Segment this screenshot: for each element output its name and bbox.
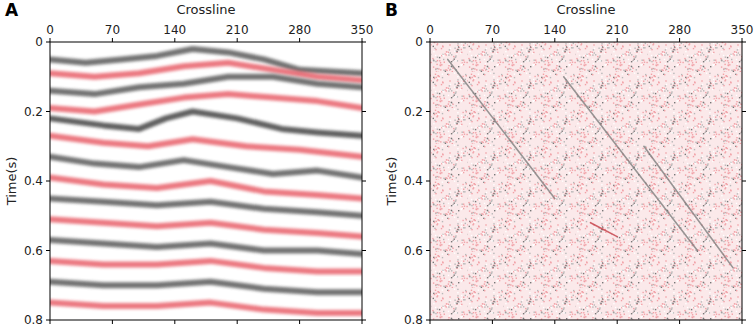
x-tick (237, 320, 238, 324)
y-tick (362, 42, 366, 43)
y-tick-label: 0.8 (404, 313, 423, 327)
seismic-event (50, 157, 362, 178)
x-tick-label: 350 (731, 23, 754, 37)
y-tick-label: 0.8 (24, 313, 43, 327)
panel-label: A (5, 0, 19, 20)
y-tick (362, 111, 366, 112)
x-tick (492, 320, 493, 324)
x-tick (617, 38, 618, 42)
x-tick-label: 210 (226, 23, 249, 37)
x-tick (617, 320, 618, 324)
y-tick-label: 0 (415, 35, 423, 49)
seismic-event (50, 282, 362, 292)
y-tick (426, 111, 430, 112)
frame (430, 42, 742, 320)
seismic-event (50, 198, 362, 215)
y-axis-label: Time(s) (4, 157, 19, 207)
x-tick-label: 140 (163, 23, 186, 37)
x-tick (299, 320, 300, 324)
plot-bg (430, 42, 742, 320)
seismic-event (50, 219, 362, 236)
x-tick (742, 320, 743, 324)
x-tick-label: 350 (351, 23, 374, 37)
y-tick-label: 0.6 (404, 244, 423, 258)
x-tick (50, 320, 51, 324)
y-tick (46, 42, 50, 43)
x-tick-label: 280 (288, 23, 311, 37)
seismic-event (50, 136, 362, 157)
seismic-event (50, 240, 362, 254)
events (448, 59, 733, 268)
x-tick (679, 38, 680, 42)
seismic-event (50, 303, 362, 314)
y-tick-label: 0.6 (24, 244, 43, 258)
x-tick (362, 320, 363, 324)
x-tick (299, 38, 300, 42)
x-tick-label: 140 (543, 23, 566, 37)
panel: 0 70 140 210 280 350 0 0.2 0.4 0.6 0.8 Crossline Tim… (4, 0, 373, 327)
y-tick (46, 250, 50, 251)
y-tick (426, 250, 430, 251)
y-tick (46, 111, 50, 112)
plot-bg (50, 42, 362, 320)
y-tick (742, 111, 746, 112)
y-tick-label: 0.2 (404, 105, 423, 119)
y-tick (742, 181, 746, 182)
x-tick (430, 320, 431, 324)
x-tick (362, 38, 363, 42)
x-tick-label: 70 (485, 23, 500, 37)
x-tick-label: 0 (426, 23, 434, 37)
seismic-event (448, 59, 555, 198)
y-tick (362, 181, 366, 182)
x-tick (174, 38, 175, 42)
x-tick-label: 280 (668, 23, 691, 37)
x-axis-label: Crossline (176, 2, 235, 17)
x-tick-label: 0 (46, 23, 54, 37)
x-tick (237, 38, 238, 42)
y-tick (362, 250, 366, 251)
x-tick (112, 38, 113, 42)
x-axis-label: Crossline (556, 2, 615, 17)
x-tick (112, 320, 113, 324)
x-tick-label: 70 (105, 23, 120, 37)
y-tick (46, 320, 50, 321)
seismic-event (644, 146, 733, 268)
events (50, 49, 362, 313)
y-tick (426, 181, 430, 182)
x-tick-label: 210 (606, 23, 629, 37)
x-tick (554, 320, 555, 324)
panel: 0 70 140 210 280 350 0 0.2 0.4 0.6 0.8 Crossline Tim… (384, 0, 753, 327)
x-tick (492, 38, 493, 42)
seismic-event (564, 77, 698, 251)
y-tick-label: 0 (35, 35, 43, 49)
seismic-event (50, 77, 362, 94)
figure: 0 70 140 210 280 350 0 0.2 0.4 0.6 0.8 Crossline Tim… (0, 0, 754, 332)
frame (50, 42, 362, 320)
y-tick (426, 42, 430, 43)
seismic-event (50, 94, 362, 111)
y-tick (742, 42, 746, 43)
x-tick (174, 320, 175, 324)
seismic-event (50, 49, 362, 73)
y-axis-label: Time(s) (384, 157, 399, 207)
x-tick (742, 38, 743, 42)
seismic-event (50, 178, 362, 199)
y-tick (742, 250, 746, 251)
y-tick-label: 0.2 (24, 105, 43, 119)
seismic-event (50, 261, 362, 272)
x-tick (679, 320, 680, 324)
seismic-event (50, 112, 362, 136)
y-tick (742, 320, 746, 321)
y-tick-label: 0.4 (404, 174, 423, 188)
y-tick (426, 320, 430, 321)
y-tick (362, 320, 366, 321)
x-tick (430, 38, 431, 42)
seismic-event (591, 223, 618, 237)
y-tick-label: 0.4 (24, 174, 43, 188)
y-tick (46, 181, 50, 182)
x-tick (554, 38, 555, 42)
x-tick (50, 38, 51, 42)
panel-label: B (385, 0, 398, 20)
